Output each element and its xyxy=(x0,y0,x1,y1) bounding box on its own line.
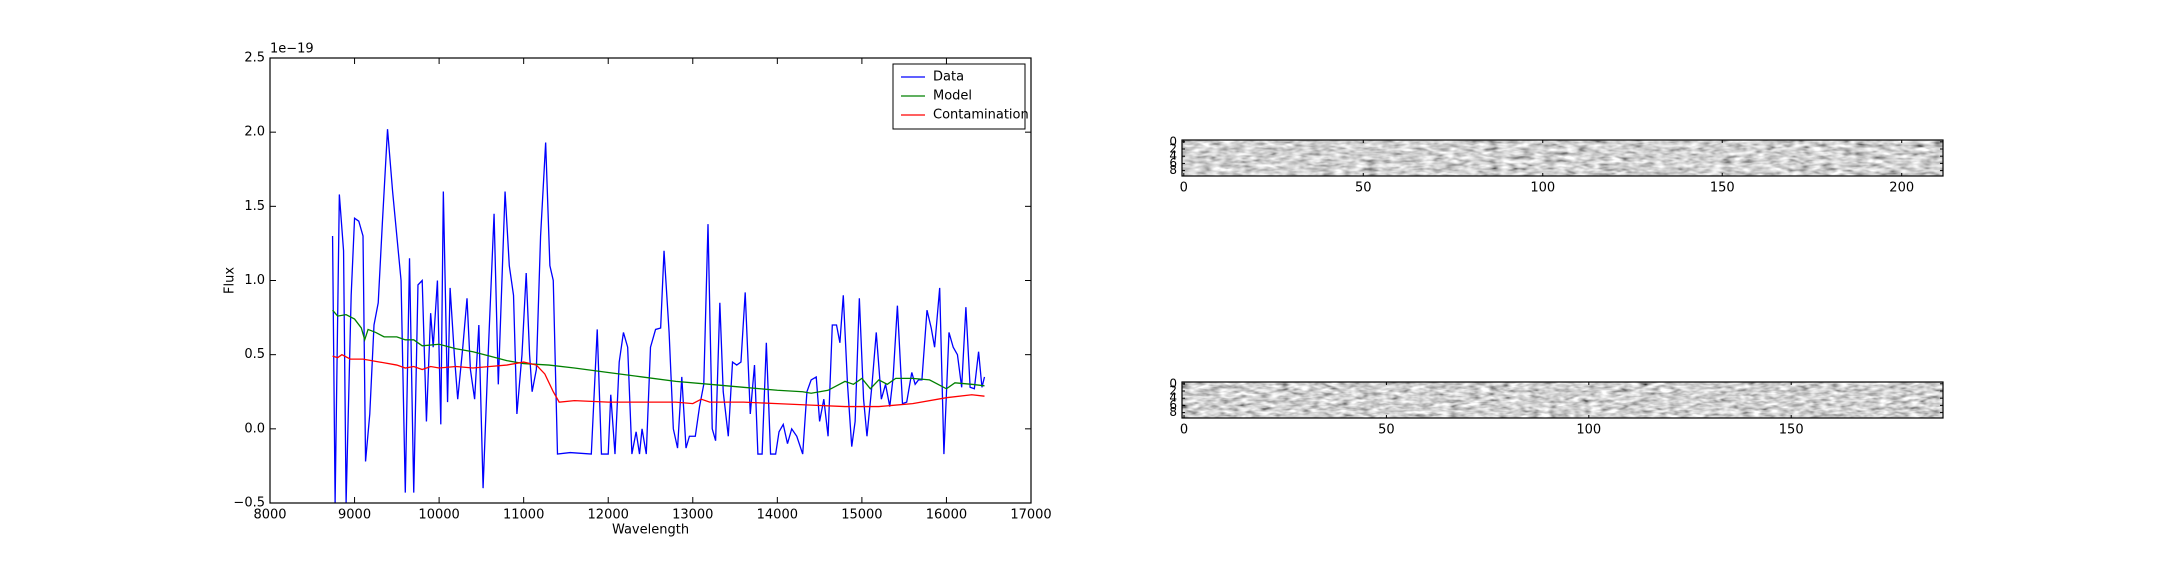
y-tick-label: −0.5 xyxy=(233,496,265,511)
x-tick-label: 16000 xyxy=(926,508,967,523)
x-tick-label: 11000 xyxy=(503,508,544,523)
x-tick-label: 12000 xyxy=(588,508,629,523)
x-tick-label: 0 xyxy=(1180,423,1188,438)
y-tick-label: 6 xyxy=(1169,398,1177,412)
x-tick-label: 50 xyxy=(1355,181,1372,196)
x-tick-label: 150 xyxy=(1779,423,1804,438)
x-tick-label: 15000 xyxy=(841,508,882,523)
y-tick-label: 0 xyxy=(1169,134,1177,148)
y-tick-label: 0.0 xyxy=(244,421,265,436)
series-line xyxy=(332,309,985,394)
legend-label: Contamination xyxy=(933,108,1029,123)
y-tick-label: 1.0 xyxy=(244,273,265,288)
x-tick-label: 0 xyxy=(1180,181,1188,196)
y-tick-label: 2 xyxy=(1169,142,1177,156)
x-tick-label: 13000 xyxy=(672,508,713,523)
x-tick-label: 100 xyxy=(1576,423,1601,438)
offset-label: 1e−19 xyxy=(270,42,314,57)
y-tick-label: 2.5 xyxy=(244,51,265,66)
y-tick-label: 1.5 xyxy=(244,199,265,214)
y-axis-label: Flux xyxy=(223,267,238,294)
y-tick-label: 8 xyxy=(1169,405,1177,419)
x-tick-label: 17000 xyxy=(1010,508,1051,523)
x-tick-label: 8000 xyxy=(253,508,286,523)
axes-frame xyxy=(1181,381,1944,419)
x-tick-label: 9000 xyxy=(338,508,371,523)
x-tick-label: 10000 xyxy=(418,508,459,523)
y-tick-label: 2.0 xyxy=(244,125,265,140)
x-axis-label: Wavelength xyxy=(612,523,689,538)
series-line xyxy=(332,353,985,408)
legend-label: Model xyxy=(933,89,972,104)
image xyxy=(1182,140,1943,176)
x-tick-label: 200 xyxy=(1889,181,1914,196)
y-tick-label: 8 xyxy=(1169,163,1177,177)
y-tick-label: 0.5 xyxy=(244,347,265,362)
y-tick-label: 4 xyxy=(1169,391,1177,405)
y-tick-label: 4 xyxy=(1169,149,1177,163)
x-tick-label: 100 xyxy=(1530,181,1555,196)
series-line xyxy=(331,129,986,503)
legend-label: Data xyxy=(933,70,964,85)
x-tick-label: 150 xyxy=(1710,181,1735,196)
y-tick-label: 2 xyxy=(1169,384,1177,398)
y-tick-label: 0 xyxy=(1169,376,1177,390)
axes-frame xyxy=(1181,139,1944,177)
x-tick-label: 14000 xyxy=(757,508,798,523)
x-tick-label: 50 xyxy=(1378,423,1395,438)
image xyxy=(1182,382,1943,418)
y-tick-label: 6 xyxy=(1169,156,1177,170)
